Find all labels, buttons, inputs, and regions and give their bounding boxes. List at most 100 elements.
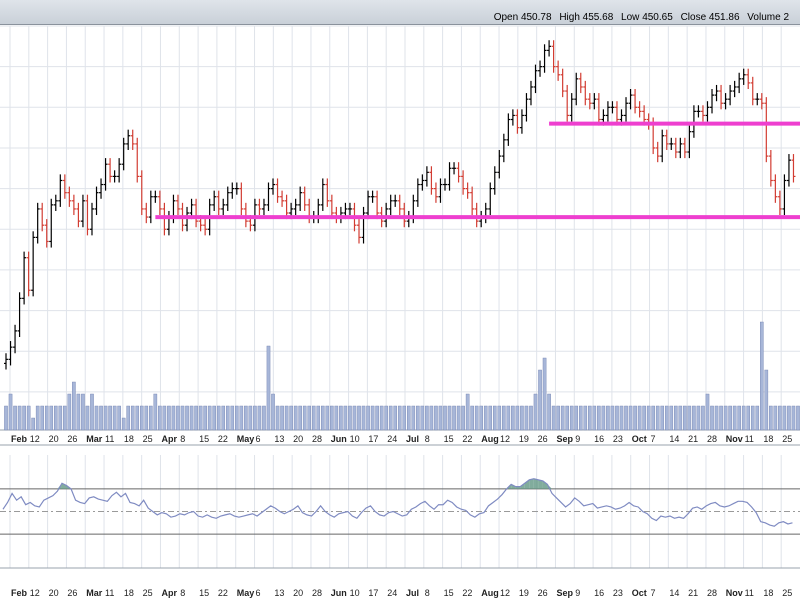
chart-header-bar: Open 450.78 High 455.68 Low 450.65 Close…	[0, 0, 800, 25]
volume-bar	[642, 405, 646, 431]
rsi-x-tick-label: 8	[425, 588, 430, 598]
volume-bar	[483, 405, 488, 431]
close-label: Close	[680, 12, 707, 23]
volume-bar	[85, 405, 90, 431]
volume-bar	[112, 405, 117, 431]
volume-bar	[293, 405, 298, 431]
open-value: 450.78	[520, 12, 552, 23]
volume-bar	[108, 405, 112, 431]
volume-bar	[216, 405, 221, 431]
volume-bar	[284, 405, 289, 431]
volume-bar	[755, 405, 760, 431]
volume-bar	[696, 405, 701, 431]
volume-bar	[334, 405, 339, 431]
volume-bar	[710, 405, 714, 431]
volume-bar	[8, 393, 13, 431]
x-tick-label: 26	[67, 434, 77, 444]
rsi-x-tick-label: Aug	[481, 588, 499, 598]
rsi-x-tick-label: 25	[143, 588, 153, 598]
rsi-x-tick-label: 22	[218, 588, 228, 598]
volume-bar	[275, 405, 280, 431]
volume-bar	[384, 405, 388, 431]
x-tick-label: Jul	[406, 434, 419, 444]
x-tick-label: 22	[218, 434, 228, 444]
volume-bar	[705, 393, 710, 431]
rsi-x-tick-label: 28	[312, 588, 322, 598]
volume-bar	[551, 405, 556, 431]
volume-bar	[741, 405, 746, 431]
volume-bar	[357, 405, 361, 431]
volume-bar	[420, 405, 425, 431]
volume-bar	[180, 405, 185, 431]
volume-bar	[619, 405, 624, 431]
volume-bar	[769, 405, 773, 431]
x-tick-label: Nov	[726, 434, 743, 444]
volume-bar	[651, 405, 655, 431]
volume-bar	[221, 405, 226, 431]
volume-bar	[443, 405, 447, 431]
volume-bar	[44, 405, 49, 431]
rsi-x-tick-label: 25	[782, 588, 792, 598]
volume-bar	[560, 405, 565, 431]
x-tick-label: Feb	[11, 434, 28, 444]
x-tick-label: 6	[256, 434, 261, 444]
rsi-x-tick-label: 14	[669, 588, 679, 598]
volume-bar	[397, 405, 402, 431]
volume-bar	[90, 393, 94, 431]
volume-bar	[302, 405, 307, 431]
rsi-x-tick-label: 20	[293, 588, 303, 598]
volume-bar	[728, 405, 732, 431]
rsi-x-tick-label: 10	[350, 588, 360, 598]
volume-bar	[533, 393, 538, 431]
volume-bar	[135, 405, 140, 431]
volume-bar	[280, 405, 284, 431]
volume-bar	[615, 405, 619, 431]
low-label: Low	[621, 12, 640, 23]
volume-bar	[289, 405, 293, 431]
rsi-x-tick-label: 12	[500, 588, 510, 598]
rsi-x-tick-label: 7	[651, 588, 656, 598]
volume-bar	[732, 405, 737, 431]
rsi-x-tick-label: 13	[274, 588, 284, 598]
volume-bar	[524, 405, 529, 431]
rsi-x-tick-label: 23	[613, 588, 623, 598]
volume-bar	[257, 405, 262, 431]
rsi-x-tick-label: 19	[519, 588, 529, 598]
volume-bar	[153, 393, 158, 431]
x-tick-label: 28	[312, 434, 322, 444]
rsi-x-tick-label: Apr	[161, 588, 177, 598]
volume-bar	[633, 405, 637, 431]
rsi-x-tick-label: 24	[387, 588, 397, 598]
x-tick-label: 16	[594, 434, 604, 444]
volume-bar	[49, 405, 54, 431]
volume-bar	[542, 357, 547, 431]
x-tick-label: 18	[124, 434, 134, 444]
volume-bar	[565, 405, 569, 431]
volume-bar	[321, 405, 325, 431]
rsi-x-tick-label: 26	[67, 588, 77, 598]
volume-bar	[520, 405, 524, 431]
rsi-x-tick-label: 11	[105, 588, 114, 598]
volume-bar	[569, 405, 574, 431]
ohlc-readout: Open 450.78 High 455.68 Low 450.65 Close…	[494, 12, 794, 23]
x-tick-label: 9	[575, 434, 580, 444]
volume-bar	[624, 405, 628, 431]
open-label: Open	[493, 12, 519, 23]
volume-bar	[72, 381, 76, 431]
rsi-x-tick-label: 20	[49, 588, 59, 598]
volume-bar	[750, 405, 755, 431]
volume-bar	[470, 405, 474, 431]
volume-bar	[660, 405, 665, 431]
high-value: 455.68	[582, 12, 614, 23]
volume-bar	[325, 405, 330, 431]
volume-bar	[628, 405, 633, 431]
volume-bar	[588, 405, 592, 431]
rsi-x-tick-label: Oct	[632, 588, 647, 598]
x-tick-label: Sep	[556, 434, 573, 444]
volume-bar	[189, 405, 194, 431]
price-panel	[0, 26, 800, 430]
volume-bar	[787, 405, 791, 431]
rsi-x-tick-label: 16	[594, 588, 604, 598]
volume-bar	[606, 405, 610, 431]
